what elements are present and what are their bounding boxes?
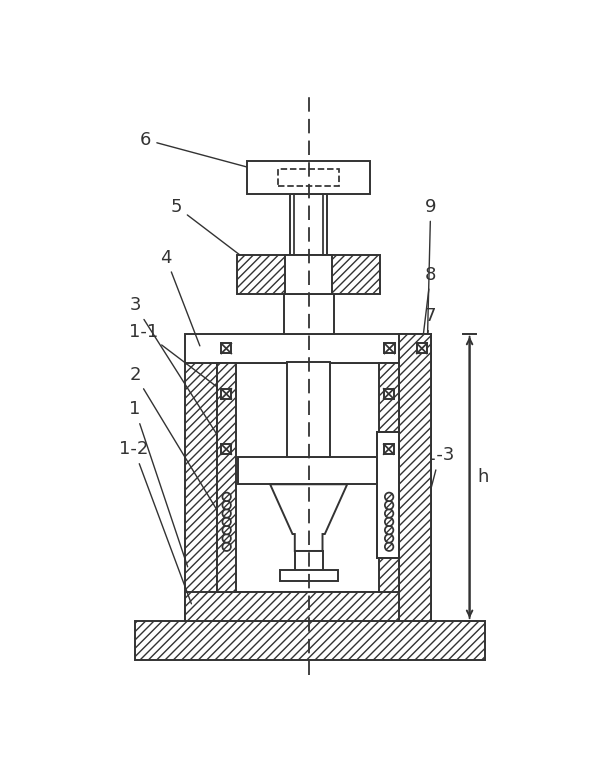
Circle shape [385,534,393,542]
Bar [384,389,394,399]
Bar [185,334,431,363]
Bar [221,344,232,354]
Text: 6: 6 [140,131,271,173]
Bar [377,433,399,558]
Bar [399,363,431,621]
Bar [417,344,427,354]
Circle shape [385,501,393,509]
Circle shape [385,518,393,526]
Circle shape [223,501,231,509]
Bar [217,363,399,592]
Text: 9: 9 [425,198,437,346]
Text: 1-1: 1-1 [129,322,224,392]
Polygon shape [270,484,347,551]
Text: 7: 7 [399,307,437,505]
Text: 4: 4 [160,249,200,346]
Bar [288,362,330,457]
Bar [278,169,339,186]
Circle shape [223,509,231,518]
Text: 2: 2 [129,366,225,524]
Bar [185,363,217,621]
Bar [280,570,338,581]
Bar [247,161,370,194]
Circle shape [223,542,231,551]
Text: 3: 3 [129,296,225,447]
Circle shape [223,492,231,501]
Bar [399,334,431,621]
Bar [238,255,380,294]
Circle shape [385,542,393,551]
Bar [221,444,232,454]
Bar [134,621,485,660]
Text: h: h [478,469,488,486]
Circle shape [385,526,393,535]
Bar [384,444,394,454]
Bar [377,433,399,558]
Circle shape [223,526,231,535]
Text: 1-3: 1-3 [401,446,454,604]
Circle shape [223,534,231,542]
Bar [185,592,431,621]
Text: 8: 8 [422,265,437,344]
Circle shape [223,518,231,526]
Text: 1-2: 1-2 [119,440,191,604]
Circle shape [385,509,393,518]
Bar [238,457,378,484]
Bar [285,255,332,294]
Bar [295,551,323,574]
Bar [221,389,232,399]
Bar [217,363,236,592]
Bar [379,363,399,592]
Text: 1: 1 [129,400,188,567]
Bar [283,288,333,334]
Bar [385,344,394,354]
Circle shape [385,492,393,501]
Bar [290,194,327,255]
Text: 5: 5 [171,198,258,269]
